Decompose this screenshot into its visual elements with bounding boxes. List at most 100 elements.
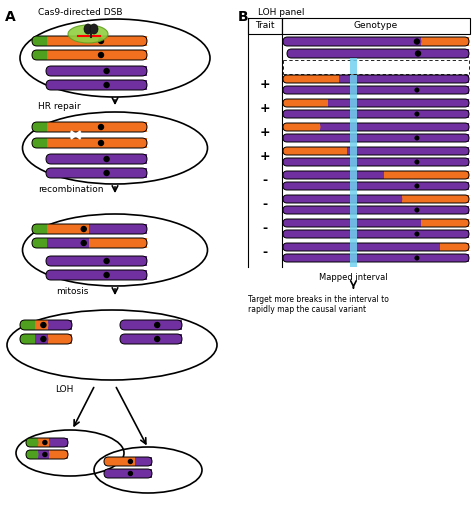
Bar xyxy=(42,224,47,234)
Bar xyxy=(317,123,469,131)
Bar xyxy=(107,154,111,164)
Ellipse shape xyxy=(90,24,98,34)
Circle shape xyxy=(415,232,419,236)
FancyBboxPatch shape xyxy=(79,224,147,234)
FancyBboxPatch shape xyxy=(152,320,182,330)
Bar xyxy=(84,224,147,234)
FancyBboxPatch shape xyxy=(413,158,469,166)
Bar xyxy=(107,256,147,266)
Ellipse shape xyxy=(68,25,108,43)
Bar xyxy=(30,334,35,344)
FancyBboxPatch shape xyxy=(32,36,106,46)
Bar xyxy=(107,270,147,280)
Bar xyxy=(417,158,421,166)
FancyBboxPatch shape xyxy=(104,469,135,478)
FancyBboxPatch shape xyxy=(413,86,469,94)
Bar xyxy=(343,147,469,155)
Circle shape xyxy=(41,322,46,328)
Bar xyxy=(34,438,38,447)
Bar xyxy=(130,457,152,466)
FancyBboxPatch shape xyxy=(32,122,47,132)
Bar xyxy=(34,450,38,459)
Bar xyxy=(42,122,47,132)
Bar xyxy=(417,254,469,262)
Bar xyxy=(107,256,111,266)
Circle shape xyxy=(155,322,160,328)
Bar xyxy=(101,138,147,148)
FancyBboxPatch shape xyxy=(32,138,106,148)
Text: -: - xyxy=(263,198,267,211)
Bar xyxy=(42,138,47,148)
FancyBboxPatch shape xyxy=(283,171,384,179)
FancyBboxPatch shape xyxy=(283,243,439,251)
FancyBboxPatch shape xyxy=(283,110,421,118)
FancyBboxPatch shape xyxy=(101,270,147,280)
FancyBboxPatch shape xyxy=(32,36,47,46)
Bar xyxy=(436,243,439,251)
FancyBboxPatch shape xyxy=(79,238,147,248)
Text: -: - xyxy=(263,222,267,235)
FancyBboxPatch shape xyxy=(338,147,469,155)
Text: Mapped interval: Mapped interval xyxy=(319,273,388,282)
FancyBboxPatch shape xyxy=(26,450,49,459)
Circle shape xyxy=(104,156,109,162)
FancyBboxPatch shape xyxy=(394,195,469,203)
Text: -: - xyxy=(263,246,267,259)
Text: Trait: Trait xyxy=(255,21,275,31)
Circle shape xyxy=(415,208,419,212)
Bar xyxy=(324,99,328,107)
Circle shape xyxy=(415,160,419,164)
FancyBboxPatch shape xyxy=(283,37,421,46)
Bar xyxy=(417,86,469,94)
Bar xyxy=(417,206,421,214)
Bar xyxy=(417,158,469,166)
Bar xyxy=(417,219,421,227)
Bar xyxy=(130,457,135,466)
Bar xyxy=(45,450,49,459)
Bar xyxy=(107,66,111,76)
FancyBboxPatch shape xyxy=(101,154,147,164)
Bar xyxy=(417,182,469,190)
Bar xyxy=(30,320,35,330)
FancyBboxPatch shape xyxy=(283,195,402,203)
FancyBboxPatch shape xyxy=(96,50,147,60)
FancyBboxPatch shape xyxy=(413,206,469,214)
Text: +: + xyxy=(260,102,270,115)
Text: LOH: LOH xyxy=(55,385,73,394)
Circle shape xyxy=(41,337,46,341)
FancyBboxPatch shape xyxy=(283,134,421,142)
FancyBboxPatch shape xyxy=(287,49,422,58)
Circle shape xyxy=(415,256,419,260)
FancyBboxPatch shape xyxy=(46,66,111,76)
Text: +: + xyxy=(260,126,270,139)
FancyBboxPatch shape xyxy=(46,154,111,164)
FancyBboxPatch shape xyxy=(32,238,47,248)
FancyBboxPatch shape xyxy=(26,438,49,447)
FancyBboxPatch shape xyxy=(46,168,111,178)
FancyBboxPatch shape xyxy=(32,122,106,132)
Bar xyxy=(44,334,72,344)
FancyBboxPatch shape xyxy=(26,438,38,447)
Bar xyxy=(130,469,135,478)
Bar xyxy=(417,134,421,142)
Bar xyxy=(417,219,469,227)
Bar xyxy=(107,168,147,178)
Circle shape xyxy=(416,51,420,56)
Bar xyxy=(101,36,106,46)
Text: -: - xyxy=(263,174,267,187)
Bar xyxy=(45,450,68,459)
FancyBboxPatch shape xyxy=(38,320,72,330)
Circle shape xyxy=(415,184,419,188)
Bar xyxy=(107,154,147,164)
Bar xyxy=(417,182,421,190)
FancyBboxPatch shape xyxy=(32,224,47,234)
Bar xyxy=(42,36,47,46)
Bar xyxy=(157,320,182,330)
FancyBboxPatch shape xyxy=(96,138,147,148)
Bar xyxy=(350,75,357,267)
Circle shape xyxy=(99,53,103,57)
Circle shape xyxy=(415,88,419,92)
Circle shape xyxy=(155,337,160,341)
Bar xyxy=(44,334,48,344)
FancyBboxPatch shape xyxy=(46,256,111,266)
